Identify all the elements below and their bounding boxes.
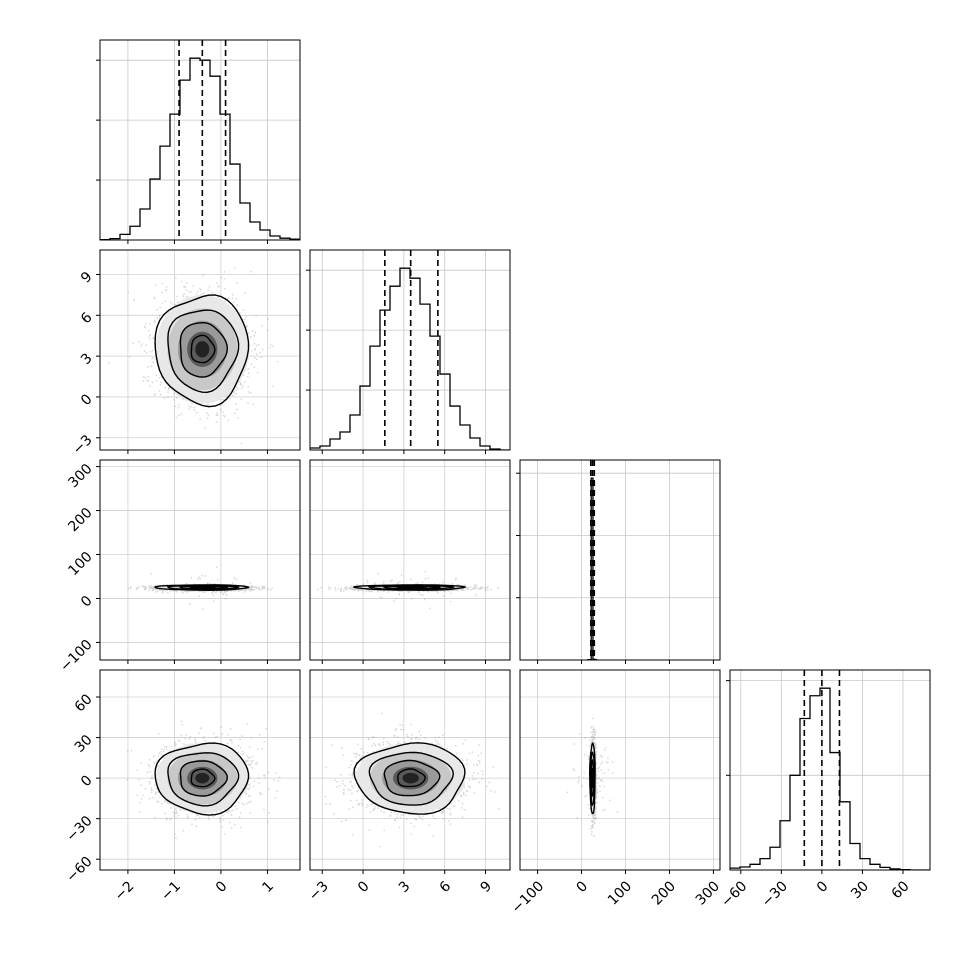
panel-frame: [309, 249, 511, 451]
x-tick-label: 60: [889, 878, 913, 902]
x-tick-label: 0: [814, 878, 832, 896]
histogram-panel-1: [100, 40, 300, 240]
contour-line: [179, 760, 229, 797]
panel-frame: [99, 39, 301, 241]
contour-line: [179, 585, 229, 590]
contour-line: [352, 584, 467, 591]
contour-line: [396, 586, 427, 589]
density-fill: [195, 772, 210, 784]
y-tick-label: 3: [78, 350, 96, 368]
x-tick-label: 0: [355, 878, 373, 896]
y-tick-label: 200: [65, 505, 95, 535]
x-tick-label: 100: [605, 878, 635, 908]
contour-line: [167, 309, 240, 394]
x-tick-label: 200: [649, 878, 679, 908]
density-fill: [402, 772, 419, 784]
contour-line: [383, 759, 441, 797]
x-tick-label: 30: [848, 878, 872, 902]
contour-line: [591, 768, 594, 789]
contour-line: [367, 584, 455, 591]
panel-frame: [99, 459, 301, 661]
x-tick-label: 6: [437, 878, 455, 896]
contour-line: [353, 742, 466, 815]
contour-line: [397, 768, 426, 788]
scatter-panel-4-1: [100, 670, 300, 870]
contour-line: [179, 321, 229, 378]
x-tick-label: 300: [693, 878, 723, 908]
histogram-panel-4: [730, 670, 930, 870]
contour-line: [154, 294, 250, 408]
x-tick-label: −3: [306, 878, 332, 904]
contour-line: [189, 586, 217, 589]
y-tick-label: 300: [65, 461, 95, 491]
panel-frame: [519, 459, 721, 661]
scatter-panel-2-1: [100, 250, 300, 450]
y-tick-label: 0: [78, 772, 96, 790]
contour-line: [166, 584, 240, 591]
scatter-panel-4-3: [520, 670, 720, 870]
panel-frame: [99, 669, 301, 871]
contour-line: [368, 751, 455, 806]
panel-frame: [309, 459, 511, 661]
scatter-panel-3-2: [310, 460, 510, 660]
y-tick-label: 0: [78, 593, 96, 611]
histogram-step: [100, 57, 300, 240]
x-tick-label: 0: [574, 878, 592, 896]
histogram-panel-3: [520, 460, 720, 660]
density-fill: [195, 341, 210, 358]
histogram-panel-2: [310, 250, 510, 450]
contour-line: [167, 752, 240, 807]
x-tick-label: 1: [259, 878, 277, 896]
x-tick-label: 0: [213, 878, 231, 896]
x-tick-label: 9: [478, 878, 496, 896]
panel-frame: [519, 669, 721, 871]
x-tick-label: −100: [509, 878, 548, 917]
y-tick-label: 9: [78, 269, 96, 287]
x-tick-label: 3: [396, 878, 414, 896]
contour-line: [190, 768, 216, 788]
x-tick-label: −1: [158, 878, 184, 904]
panel-frame: [309, 669, 511, 871]
y-tick-label: 0: [78, 391, 96, 409]
histogram-step: [730, 687, 930, 870]
histogram-step: [310, 267, 510, 450]
x-tick-label: −2: [112, 878, 138, 904]
scatter-panel-4-2: [310, 670, 510, 870]
y-tick-label: 30: [72, 732, 96, 756]
scatter-panel-3-1: [100, 460, 300, 660]
contour-line: [190, 334, 216, 364]
y-tick-label: −30: [63, 813, 95, 845]
y-tick-label: 60: [72, 691, 96, 715]
contour-line: [154, 584, 250, 592]
y-tick-label: 6: [78, 310, 96, 328]
contour-line: [382, 585, 442, 590]
y-tick-label: −60: [63, 854, 95, 886]
x-tick-label: −30: [759, 878, 791, 910]
y-tick-label: 100: [65, 549, 95, 579]
contour-line: [589, 751, 596, 806]
contour-line: [154, 742, 250, 816]
panel-frame: [99, 249, 301, 451]
x-tick-label: −60: [718, 878, 750, 910]
y-tick-label: −100: [57, 637, 96, 676]
y-tick-label: −3: [70, 432, 96, 458]
panel-frame: [729, 669, 931, 871]
